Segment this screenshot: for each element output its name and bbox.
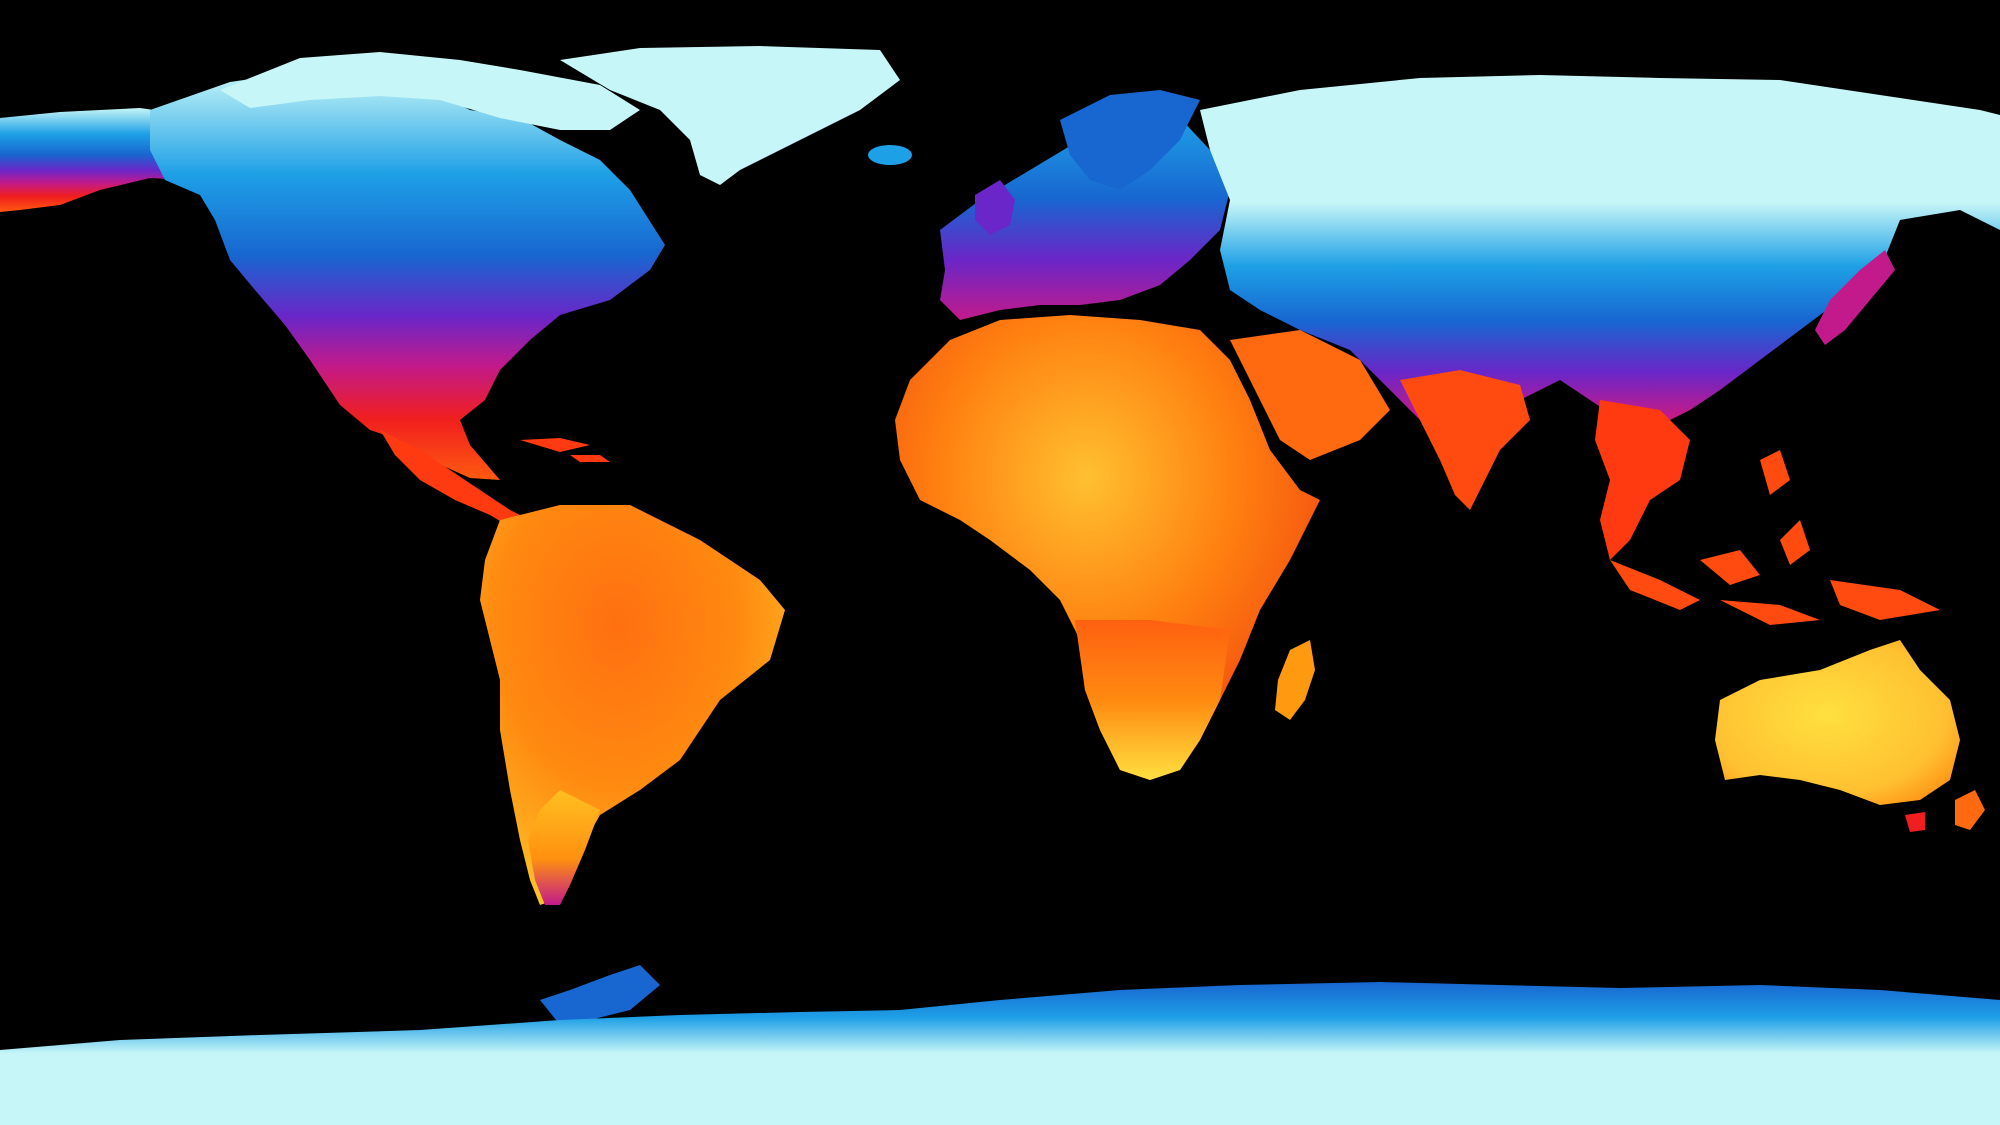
antarctica-land (0, 982, 2000, 1125)
arctic-islands (220, 52, 640, 130)
indonesia-islands (1610, 450, 1940, 625)
new-zealand-land (1955, 790, 1985, 830)
southern-africa-land (1075, 620, 1230, 780)
antarctic-peninsula-land (540, 965, 660, 1025)
asia-land (1200, 75, 2000, 500)
central-america-land (380, 430, 530, 530)
southeast-asia-land (1595, 400, 1690, 560)
south-america-tip (528, 790, 600, 905)
japan-land (1815, 250, 1895, 345)
madagascar-land (1275, 640, 1315, 720)
greenland-land (560, 46, 900, 185)
europe-land (940, 118, 1230, 320)
british-isles-land (975, 180, 1015, 235)
scandinavia-land (1060, 90, 1200, 190)
iceland-land (868, 145, 912, 165)
australia-land (1715, 640, 1960, 805)
india-land (1400, 370, 1530, 510)
caribbean-islands (520, 438, 610, 462)
arabian-peninsula-land (1230, 330, 1390, 460)
tasmania-land (1905, 812, 1925, 832)
north-america-land (150, 72, 665, 480)
